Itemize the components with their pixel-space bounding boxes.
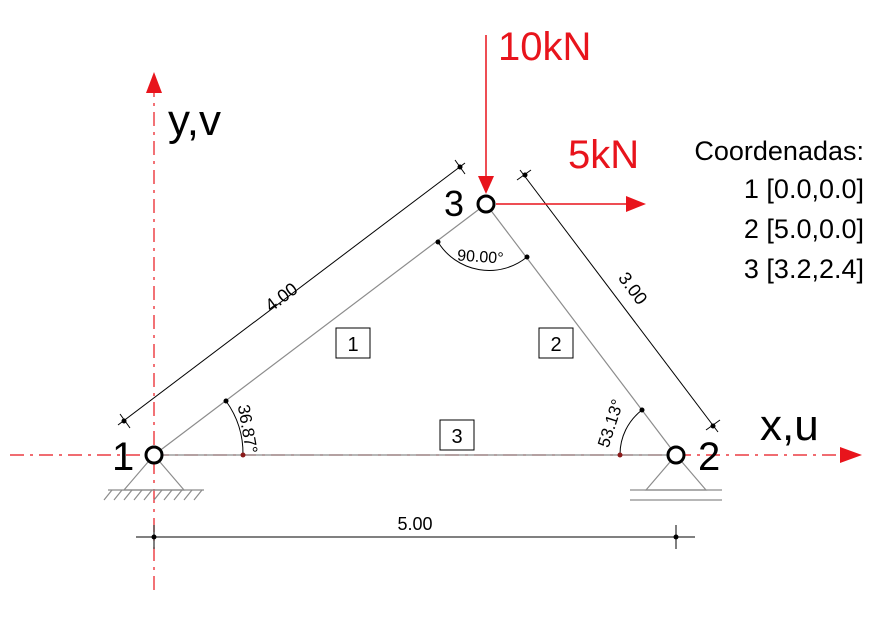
y-axis-arrow-icon [146,72,162,93]
coordinates-title: Coordenadas: [694,136,864,166]
angle-arc-node-2 [619,409,643,456]
member-2-line [485,203,677,456]
member-1-box [335,327,371,359]
member-1-line [153,203,487,456]
coordinates-row: 2 [5.0,0.0] [744,214,864,244]
dimension-point [121,418,127,424]
coordinates-row: 1 [0.0,0.0] [744,174,864,204]
node-2-circle [666,445,686,465]
dimension-point [673,534,679,540]
angle-arc-node-3 [437,241,528,271]
dimension-point [151,534,157,540]
roller-support-node-2 [630,454,722,501]
pinned-support-node-1 [103,454,204,501]
arrow-right-icon [626,196,646,212]
node-3-circle [476,194,496,214]
angle-point [617,452,623,458]
x-axis-label: x,u [760,401,819,450]
coordinates-row: 3 [3.2,2.4] [744,254,864,284]
horizontal-load-arrow [496,196,646,212]
y-axis [146,72,162,590]
angle-label-node-1: 36.87° [234,403,261,455]
member-3-label: 3 [451,426,462,448]
coordinates-legend: Coordenadas: 1 [0.0,0.0] 2 [5.0,0.0] 3 [… [694,136,864,284]
horizontal-load-label: 5kN [568,133,639,177]
arrow-down-icon [478,176,494,194]
dimension-label-5-00: 5.00 [397,514,432,534]
vertical-load-label: 10kN [498,25,591,69]
angle-point [223,398,229,404]
angle-point [240,452,246,458]
vertical-load-arrow [478,35,494,194]
member-2-box [538,327,574,359]
dimension-point [457,164,463,170]
node-3-label: 3 [444,183,464,224]
member-3-box [439,419,475,451]
angle-point [639,407,645,413]
angle-point [435,239,441,245]
node-2-label: 2 [698,435,720,479]
dimension-label-4-00: 4.00 [261,279,301,316]
node-1-circle [144,445,164,465]
node-1-label: 1 [112,435,134,479]
x-axis-arrow-icon [840,447,862,463]
dimension-point [710,423,716,429]
dimension-3-00 [516,169,721,433]
angle-label-node-2: 53.13° [594,397,627,450]
y-axis-label: y,v [168,96,221,145]
member-1-label: 1 [347,334,358,356]
member-2-label: 2 [550,334,561,356]
angle-label-node-3: 90.00° [457,247,505,267]
dimension-point [522,172,528,178]
angle-arc-node-1 [225,400,244,456]
angle-point [524,254,530,260]
